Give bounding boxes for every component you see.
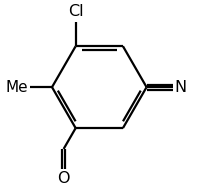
Text: Cl: Cl — [68, 4, 84, 19]
Text: N: N — [174, 80, 186, 95]
Text: O: O — [57, 171, 70, 186]
Text: Me: Me — [6, 80, 28, 95]
